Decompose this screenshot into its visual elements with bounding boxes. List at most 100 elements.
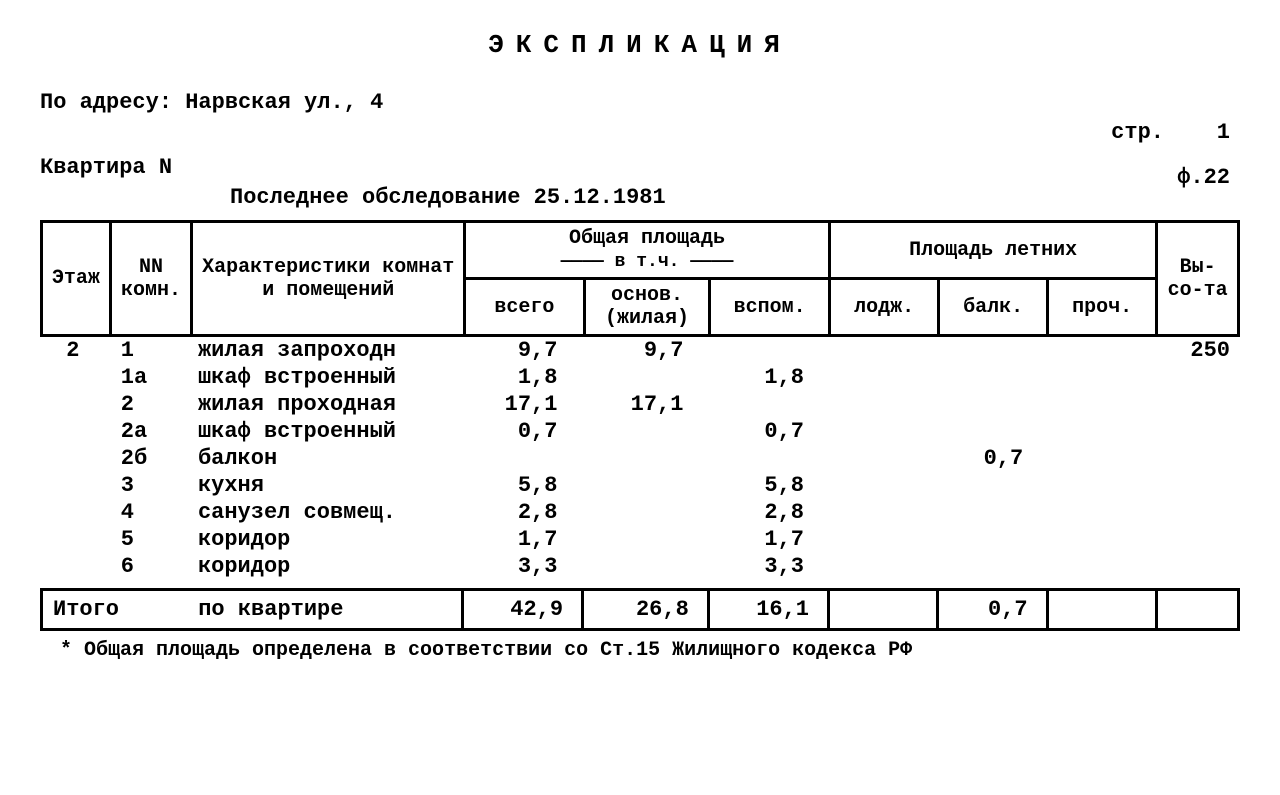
cell-other	[1048, 391, 1158, 418]
totals-label-cell: Итого по квартире	[42, 590, 463, 630]
cell-floor	[40, 472, 106, 499]
totals-aux: 16,1	[708, 590, 828, 630]
cell-room: 1а	[106, 364, 188, 391]
cell-total: 1,7	[462, 526, 583, 553]
cell-other	[1048, 418, 1158, 445]
cell-characteristics: коридор	[188, 526, 462, 553]
table-row: 2жилая проходная17,117,1	[40, 391, 1240, 418]
cell-balcony	[939, 418, 1049, 445]
th-room: NN комн.	[110, 222, 192, 336]
cell-balcony	[939, 499, 1049, 526]
table-row: 3кухня5,85,8	[40, 472, 1240, 499]
address-row: По адресу: Нарвская ул., 4	[40, 90, 1240, 115]
cell-other	[1048, 445, 1158, 472]
cell-characteristics: кухня	[188, 472, 462, 499]
apartment-label: Квартира N	[40, 155, 172, 180]
cell-other	[1048, 364, 1158, 391]
cell-floor	[40, 364, 106, 391]
totals-loggia	[829, 590, 938, 630]
cell-other	[1048, 553, 1158, 580]
cell-loggia	[829, 364, 939, 391]
cell-height	[1158, 526, 1240, 553]
cell-characteristics: шкаф встроенный	[188, 418, 462, 445]
last-inspection-label: Последнее обследование	[230, 185, 520, 210]
th-total-area: Общая площадь ———— в т.ч. ————	[464, 222, 829, 279]
cell-other	[1048, 472, 1158, 499]
cell-floor	[40, 499, 106, 526]
cell-total: 3,3	[462, 553, 583, 580]
th-characteristics: Характеристики комнат и помещений	[192, 222, 465, 336]
cell-total: 0,7	[462, 418, 583, 445]
cell-total: 17,1	[462, 391, 583, 418]
cell-room: 1	[106, 337, 188, 364]
cell-main	[582, 445, 708, 472]
cell-height	[1158, 364, 1240, 391]
cell-floor: 2	[40, 337, 106, 364]
cell-loggia	[829, 472, 939, 499]
cell-main	[582, 499, 708, 526]
table-row: 5коридор1,71,7	[40, 526, 1240, 553]
cell-other	[1048, 499, 1158, 526]
data-table-header: Этаж NN комн. Характеристики комнат и по…	[40, 220, 1240, 337]
cell-balcony	[939, 472, 1049, 499]
cell-total: 9,7	[462, 337, 583, 364]
th-balcony: балк.	[939, 279, 1048, 336]
address-label: По адресу:	[40, 90, 172, 115]
cell-balcony	[939, 526, 1049, 553]
th-total-area-label: Общая площадь	[569, 227, 725, 250]
cell-aux: 1,7	[708, 526, 829, 553]
th-loggia: лодж.	[830, 279, 939, 336]
cell-room: 6	[106, 553, 188, 580]
cell-balcony	[939, 553, 1049, 580]
cell-room: 2	[106, 391, 188, 418]
cell-main	[582, 364, 708, 391]
cell-floor	[40, 418, 106, 445]
cell-main: 17,1	[582, 391, 708, 418]
cell-aux	[708, 337, 829, 364]
cell-aux: 1,8	[708, 364, 829, 391]
totals-label: Итого	[53, 597, 119, 622]
cell-characteristics: жилая запроходн	[188, 337, 462, 364]
cell-loggia	[829, 526, 939, 553]
th-other: проч.	[1048, 279, 1157, 336]
cell-main	[582, 553, 708, 580]
cell-room: 4	[106, 499, 188, 526]
cell-main	[582, 472, 708, 499]
totals-main: 26,8	[583, 590, 709, 630]
cell-loggia	[829, 391, 939, 418]
table-row: 4санузел совмещ.2,82,8	[40, 499, 1240, 526]
cell-aux	[708, 445, 829, 472]
cell-total: 1,8	[462, 364, 583, 391]
cell-height	[1158, 472, 1240, 499]
totals-other	[1047, 590, 1156, 630]
cell-characteristics: жилая проходная	[188, 391, 462, 418]
totals-height	[1156, 590, 1238, 630]
cell-floor	[40, 391, 106, 418]
cell-characteristics: коридор	[188, 553, 462, 580]
last-inspection-date: 25.12.1981	[534, 185, 666, 210]
cell-loggia	[829, 553, 939, 580]
th-aux: вспом.	[710, 279, 830, 336]
th-total: всего	[464, 279, 584, 336]
cell-height: 250	[1158, 337, 1240, 364]
cell-balcony: 0,7	[939, 445, 1049, 472]
totals-sublabel: по квартире	[198, 597, 343, 622]
th-including: в т.ч.	[615, 252, 680, 272]
cell-characteristics: санузел совмещ.	[188, 499, 462, 526]
th-floor: Этаж	[42, 222, 111, 336]
cell-height	[1158, 445, 1240, 472]
table-row: 2ашкаф встроенный0,70,7	[40, 418, 1240, 445]
footnote: * Общая площадь определена в соответстви…	[40, 639, 1240, 662]
page-number: стр. 1	[1111, 120, 1230, 145]
cell-loggia	[829, 499, 939, 526]
cell-room: 2б	[106, 445, 188, 472]
cell-floor	[40, 553, 106, 580]
form-number: ф.22	[1177, 165, 1230, 190]
cell-height	[1158, 499, 1240, 526]
totals-total: 42,9	[462, 590, 582, 630]
cell-height	[1158, 418, 1240, 445]
cell-total: 2,8	[462, 499, 583, 526]
totals-table: Итого по квартире 42,9 26,8 16,1 0,7	[40, 588, 1240, 631]
cell-total	[462, 445, 583, 472]
document-title: ЭКСПЛИКАЦИЯ	[40, 30, 1240, 60]
